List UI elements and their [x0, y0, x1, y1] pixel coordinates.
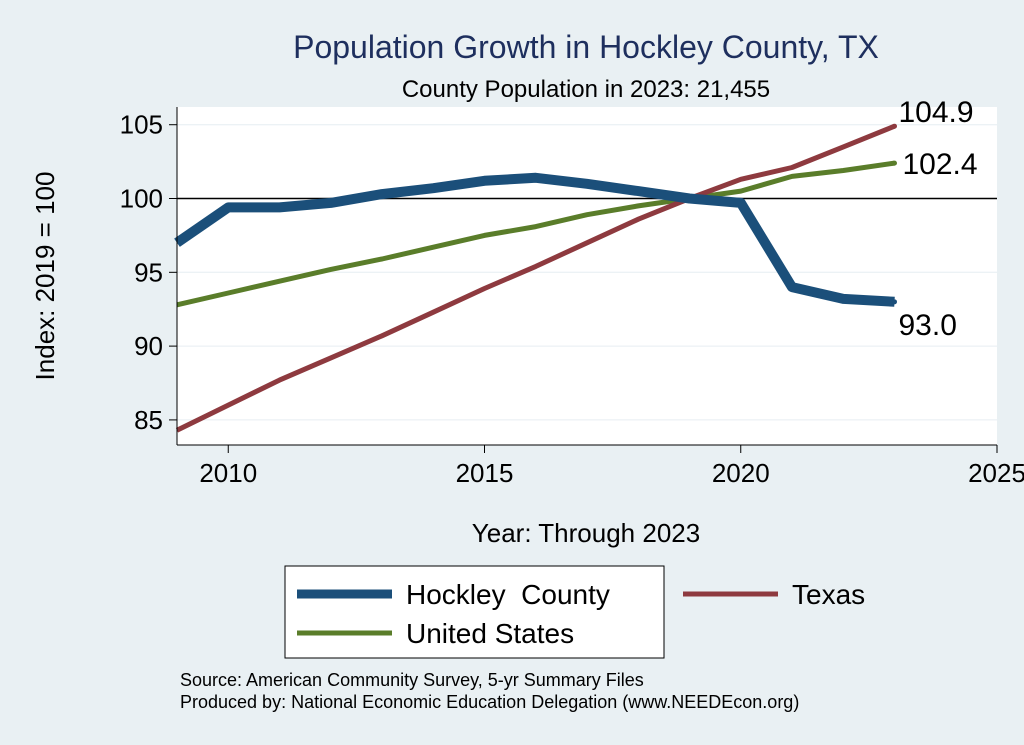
x-tick-label: 2020 — [712, 458, 770, 488]
end-value-label: 102.4 — [903, 148, 978, 181]
x-axis-label: Year: Through 2023 — [472, 518, 700, 548]
series-end-point — [892, 299, 897, 305]
end-labels: 93.0 104.9 102.4 — [899, 96, 978, 342]
legend-label-texas: Texas — [792, 579, 865, 610]
y-tick-label: 85 — [134, 405, 163, 435]
y-tick-label: 95 — [134, 257, 163, 287]
legend-box — [284, 565, 665, 659]
end-value-label: 93.0 — [899, 309, 957, 342]
y-tick-label: 105 — [120, 110, 163, 140]
end-value-label: 104.9 — [899, 96, 974, 129]
series-lines — [174, 123, 897, 433]
source-note-line1: Source: American Community Survey, 5-yr … — [180, 670, 644, 690]
chart-subtitle: County Population in 2023: 21,455 — [402, 76, 770, 103]
y-tick-label: 90 — [134, 331, 163, 361]
chart-title: Population Growth in Hockley County, TX — [293, 29, 879, 65]
series-end-point — [892, 123, 897, 129]
axis-ticks: 85 90 95 100 105 2010 2015 2020 2025 — [120, 110, 1024, 488]
y-tick-label: 100 — [120, 184, 163, 214]
plot-area — [177, 107, 997, 445]
legend: Hockley County Texas United States — [284, 565, 865, 659]
series-end-point — [892, 160, 897, 166]
x-tick-label: 2010 — [199, 458, 257, 488]
x-tick-label: 2025 — [968, 458, 1024, 488]
series-line-united-states — [176, 160, 895, 308]
legend-label-us: United States — [406, 618, 574, 649]
y-axis-label: Index: 2019 = 100 — [30, 172, 60, 381]
legend-label-hockley: Hockley County — [406, 579, 610, 610]
source-note-line2: Produced by: National Economic Education… — [180, 692, 799, 712]
series-line-texas — [175, 123, 896, 433]
series-line-hockley-county — [174, 172, 895, 307]
x-tick-label: 2015 — [456, 458, 514, 488]
